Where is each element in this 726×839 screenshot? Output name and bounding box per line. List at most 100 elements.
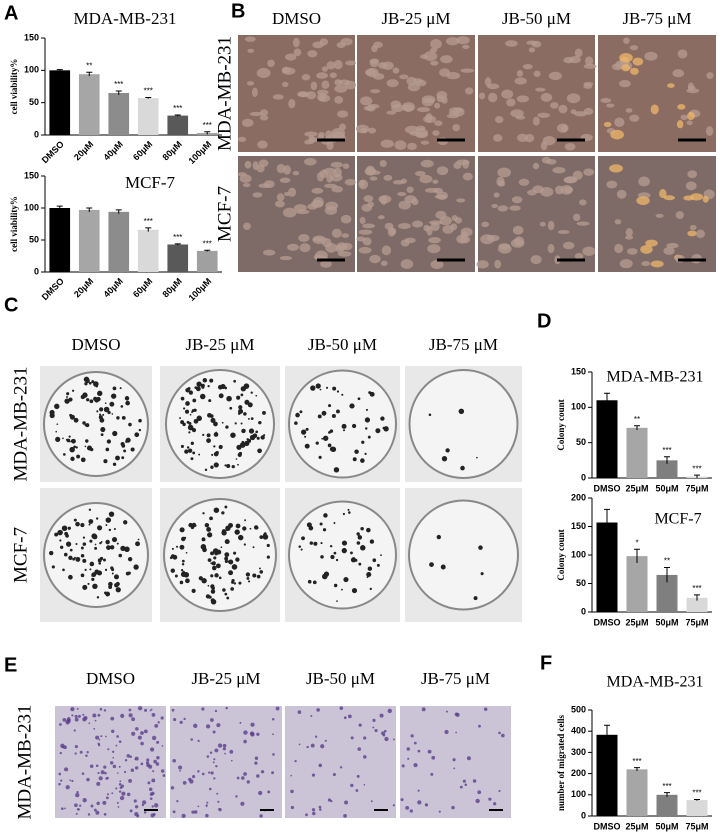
migrated-cell — [413, 741, 417, 745]
error-bar — [174, 243, 181, 246]
migrated-cell — [92, 713, 97, 718]
colony — [220, 546, 223, 549]
colony — [107, 410, 111, 415]
cell — [579, 199, 587, 206]
bar — [686, 597, 708, 612]
cell — [493, 134, 503, 142]
cell — [307, 203, 318, 210]
colony — [192, 451, 196, 455]
migrated-cell — [421, 707, 426, 712]
colony — [323, 513, 328, 518]
x-tick-label: DMSO — [40, 139, 66, 165]
migrated-cell — [190, 738, 193, 741]
colony — [206, 438, 211, 444]
migrated-cell — [271, 718, 275, 721]
colony — [365, 427, 368, 430]
x-tick-label: DMSO — [40, 276, 66, 302]
colony — [207, 532, 213, 538]
bar — [626, 769, 648, 816]
cell — [629, 114, 640, 122]
y-tick-label: 150 — [24, 32, 39, 42]
colony — [225, 425, 229, 429]
y-tick-label: 100 — [24, 202, 39, 212]
cell — [419, 174, 433, 184]
cell — [423, 224, 430, 232]
migrated-cell — [64, 767, 69, 772]
migrated-cell — [384, 736, 389, 742]
colony — [351, 423, 357, 429]
colony — [99, 407, 104, 412]
colony — [62, 437, 64, 440]
cell — [244, 36, 256, 42]
migrated-cell — [140, 741, 144, 746]
migrated-cell — [130, 768, 135, 772]
cell — [334, 84, 348, 93]
error-bar — [664, 456, 670, 464]
cell — [358, 246, 372, 254]
migrated-cell — [311, 808, 316, 812]
colony — [183, 407, 186, 410]
cell — [337, 110, 349, 118]
colony — [75, 446, 78, 449]
cell — [632, 57, 644, 66]
colony — [121, 456, 125, 460]
migrated-cell — [272, 733, 274, 736]
cell — [512, 225, 524, 235]
bar — [656, 460, 678, 478]
migrated-cell — [498, 789, 501, 793]
colony — [259, 535, 264, 539]
colony — [59, 539, 62, 542]
migrated-cell — [131, 717, 136, 722]
panel-letter: D — [537, 310, 551, 332]
colony — [110, 566, 114, 570]
migrated-cell — [119, 780, 122, 783]
migrated-cell — [77, 714, 81, 718]
x-tick-label: 20μM — [72, 276, 95, 299]
colony — [70, 439, 75, 443]
colony — [97, 570, 103, 576]
colony — [116, 416, 120, 420]
cell — [392, 180, 405, 185]
colony — [213, 432, 219, 437]
y-tick-label: 0 — [581, 472, 586, 482]
colony — [115, 455, 120, 461]
colony — [127, 571, 131, 575]
migrated-cell — [400, 798, 404, 802]
colony — [196, 415, 202, 422]
migrated-cell — [298, 743, 301, 746]
cell — [361, 203, 373, 212]
cell — [663, 246, 675, 255]
cell — [299, 243, 311, 253]
cell — [505, 40, 518, 47]
migrated-cell — [70, 706, 75, 712]
colony — [354, 449, 359, 454]
cell — [610, 129, 624, 140]
cell — [364, 69, 376, 76]
colony — [54, 532, 59, 537]
cell — [696, 229, 705, 239]
cell — [279, 256, 293, 261]
cell — [533, 70, 541, 77]
cell — [625, 228, 633, 237]
colony — [63, 552, 68, 557]
colony — [102, 558, 106, 562]
colony — [224, 464, 227, 467]
colony — [375, 428, 381, 434]
colony — [89, 561, 95, 567]
migrated-cell — [363, 755, 367, 759]
migrated-cell — [222, 743, 227, 748]
cell — [301, 74, 311, 81]
cell — [573, 213, 581, 222]
colony — [341, 547, 347, 554]
colony — [48, 550, 54, 556]
cell — [456, 198, 466, 203]
colony — [69, 548, 73, 552]
cell — [420, 159, 434, 168]
migrated-cell — [372, 726, 375, 729]
colony — [366, 527, 371, 533]
bar — [626, 427, 648, 478]
colony — [200, 383, 205, 388]
colony — [266, 555, 270, 559]
bar — [656, 794, 678, 816]
colony — [109, 401, 115, 407]
